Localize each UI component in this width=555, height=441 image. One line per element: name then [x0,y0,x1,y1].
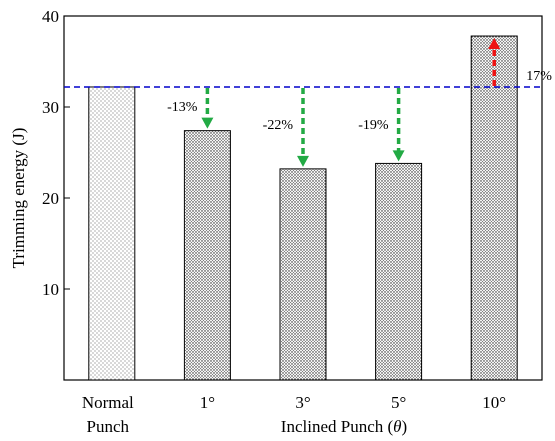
bar [183,130,231,381]
bar [279,168,327,381]
change-arrow-head [392,150,405,162]
y-tick-label: 40 [42,7,59,26]
change-percent-label: -22% [263,118,294,133]
change-arrow-head [201,117,214,129]
bar [375,162,423,381]
x-axis-categories: Normal Punch 1° 3° 5° 10° [82,393,506,436]
x-category-label: 10° [482,393,506,412]
y-axis-label: Trimming energy (J) [9,128,28,269]
x-axis-label-suffix: ) [402,417,408,436]
x-axis-label-prefix: Inclined Punch ( [281,417,394,436]
y-tick-label: 30 [42,98,59,117]
y-axis: 10 20 30 40 [42,7,70,299]
change-annotation: -19% [358,87,405,162]
x-category-label: 5° [391,393,406,412]
bars-group [88,35,518,381]
y-tick-label: 10 [42,280,59,299]
annotations-group: -13% -22% -19% 17% [167,38,552,167]
x-category-label: 3° [295,393,310,412]
change-arrow-head [488,38,501,50]
x-category-label: Normal [82,393,134,412]
change-annotation: -13% [167,87,214,129]
bar [88,86,136,381]
change-annotation: 17% [488,38,552,86]
x-axis-label: Inclined Punch (θ) [281,417,407,436]
x-axis-label-symbol: θ [393,417,401,436]
change-annotation: -22% [263,87,309,167]
x-category-label: 1° [200,393,215,412]
change-percent-label: 17% [526,69,552,84]
y-tick-label: 20 [42,189,59,208]
change-percent-label: -19% [358,118,389,133]
x-category-label-line2: Punch [87,417,130,436]
change-percent-label: -13% [167,100,198,115]
bar [470,35,518,381]
change-arrow-head [297,155,309,167]
